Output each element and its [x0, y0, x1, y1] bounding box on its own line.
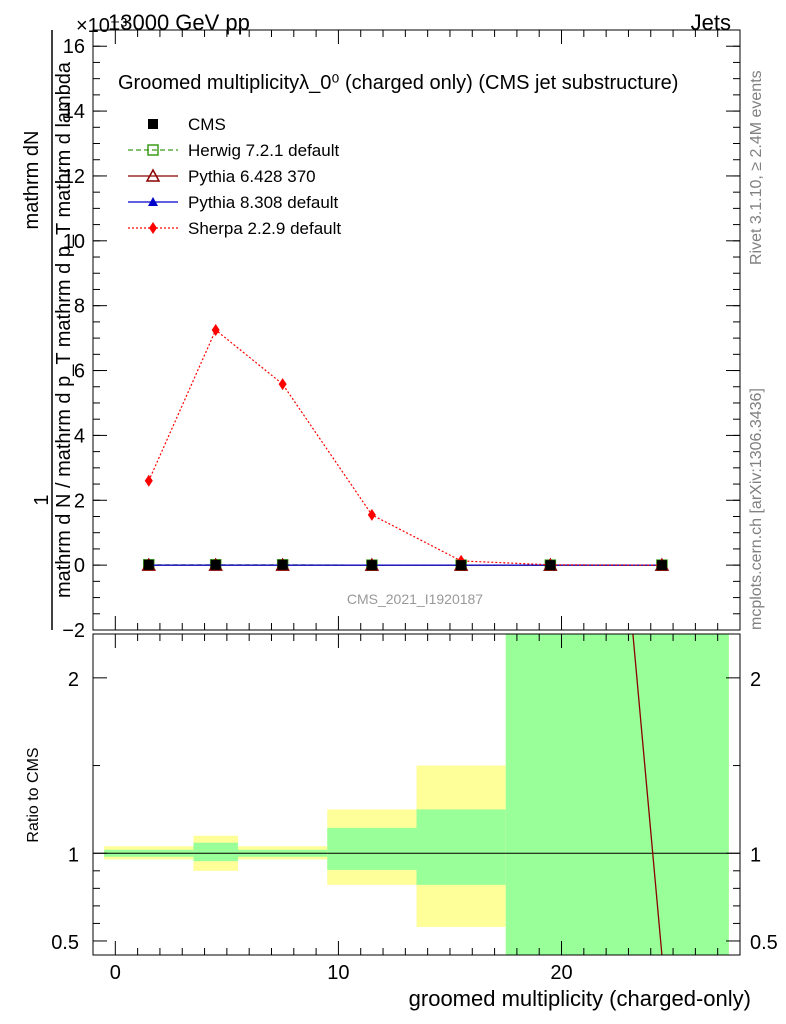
- cms-point: [545, 560, 556, 571]
- ratio-xtick-label: 20: [550, 962, 572, 984]
- series-sherpa: [144, 324, 666, 572]
- ylabel-denominator: mathrm d N / mathrm d p_T mathrm d p_T m…: [53, 61, 75, 598]
- mcplots-label: mcplots.cern.ch [arXiv:1306.3436]: [748, 388, 765, 630]
- main-ytick-label: 12: [63, 166, 85, 188]
- legend-label: Sherpa 2.2.9 default: [188, 219, 341, 238]
- series-line-sherpa: [148, 329, 662, 566]
- main-title: Groomed multiplicityλ_0⁰ (charged only) …: [118, 72, 678, 94]
- watermark: CMS_2021_I1920187: [347, 591, 483, 607]
- ratio-xtick-label: 0: [110, 962, 121, 984]
- ratio-ytick-label-right: 2: [750, 669, 761, 691]
- cms-point: [148, 119, 158, 129]
- cms-point: [456, 560, 467, 571]
- cms-point: [277, 559, 288, 570]
- legend-item-cms: CMS: [148, 115, 226, 134]
- ratio-xtick-label: 10: [327, 962, 349, 984]
- ratio-frame: [92, 633, 741, 956]
- main-ytick-label: 0: [74, 555, 85, 577]
- main-ticks: −2 0 2 4 6 8 10 12 14 16: [62, 29, 740, 642]
- cms-point: [143, 559, 154, 570]
- ratio-ytick-label: 2: [68, 669, 79, 691]
- ratio-ytick-label-right: 1: [750, 844, 761, 866]
- header-energy: 13000 GeV pp: [108, 10, 250, 35]
- ratio-ytick-label: 1: [68, 844, 79, 866]
- cms-point: [656, 560, 667, 571]
- cms-point: [366, 560, 377, 571]
- pythia8-point: [148, 197, 158, 206]
- main-ytick-label: 8: [74, 296, 85, 318]
- ratio-bands: [104, 634, 729, 955]
- legend: CMS Herwig 7.2.1 default Pythia 6.428 370 P…: [128, 115, 341, 238]
- legend-label: Herwig 7.2.1 default: [188, 141, 339, 160]
- main-ytick-label: 4: [74, 425, 85, 447]
- ratio-ticks: 0.5 0.51 12 20 10 20: [51, 634, 778, 984]
- sherpa-point: [278, 378, 287, 391]
- main-ytick-label: −2: [62, 620, 85, 642]
- sherpa-point: [149, 222, 157, 234]
- ratio-lines: [632, 633, 663, 956]
- ylabel-one: 1: [31, 494, 53, 505]
- pythia6-ratio-line: [632, 633, 663, 956]
- main-frame: [92, 29, 741, 631]
- legend-label: Pythia 8.308 default: [188, 193, 339, 212]
- header-jets: Jets: [691, 10, 731, 35]
- uncertainty-band-green: [327, 827, 417, 870]
- legend-item-pythia8: Pythia 8.308 default: [128, 193, 339, 212]
- sherpa-point: [144, 474, 153, 487]
- sherpa-point: [211, 324, 220, 336]
- rivet-label: Rivet 3.1.10, ≥ 2.4M events: [748, 70, 765, 265]
- x-axis-label: groomed multiplicity (charged-only): [409, 986, 751, 1011]
- herwig-point: [147, 144, 159, 156]
- legend-label: CMS: [188, 115, 226, 134]
- main-ytick-label: 10: [63, 231, 85, 253]
- uncertainty-band-green: [193, 842, 239, 862]
- main-ytick-label: 16: [63, 36, 85, 58]
- main-ylabel: 1 mathrm dN mathrm d N / mathrm d p_T ma…: [21, 30, 75, 630]
- legend-item-pythia6: Pythia 6.428 370: [128, 167, 316, 186]
- ratio-ylabel: Ratio to CMS: [25, 747, 42, 842]
- ratio-ytick-label-right: 0.5: [750, 932, 778, 954]
- y-exponent: ×10⁻³: [76, 15, 127, 37]
- main-ytick-label: 14: [63, 101, 85, 123]
- uncertainty-band-green: [505, 634, 729, 955]
- cms-point: [210, 559, 221, 570]
- sherpa-point: [367, 508, 376, 521]
- main-series: [141, 324, 670, 572]
- series-cms: [143, 559, 667, 571]
- legend-item-sherpa: Sherpa 2.2.9 default: [128, 219, 341, 238]
- legend-label: Pythia 6.428 370: [188, 167, 316, 186]
- ratio-ytick-label: 0.5: [51, 932, 79, 954]
- uncertainty-band-green: [416, 809, 506, 885]
- ylabel-numerator: mathrm dN: [21, 131, 43, 230]
- main-ytick-label: 6: [74, 361, 85, 383]
- main-ytick-label: 2: [74, 490, 85, 512]
- legend-item-herwig: Herwig 7.2.1 default: [128, 141, 339, 160]
- pythia6-point: [145, 168, 161, 182]
- ratio-panel: 0.5 0.51 12 20 10 20 Ratio to CMS groomed mul…: [25, 633, 778, 1011]
- main-panel: −2 0 2 4 6 8 10 12 14 16 CMS_2021_I1920187 Groome…: [62, 29, 741, 642]
